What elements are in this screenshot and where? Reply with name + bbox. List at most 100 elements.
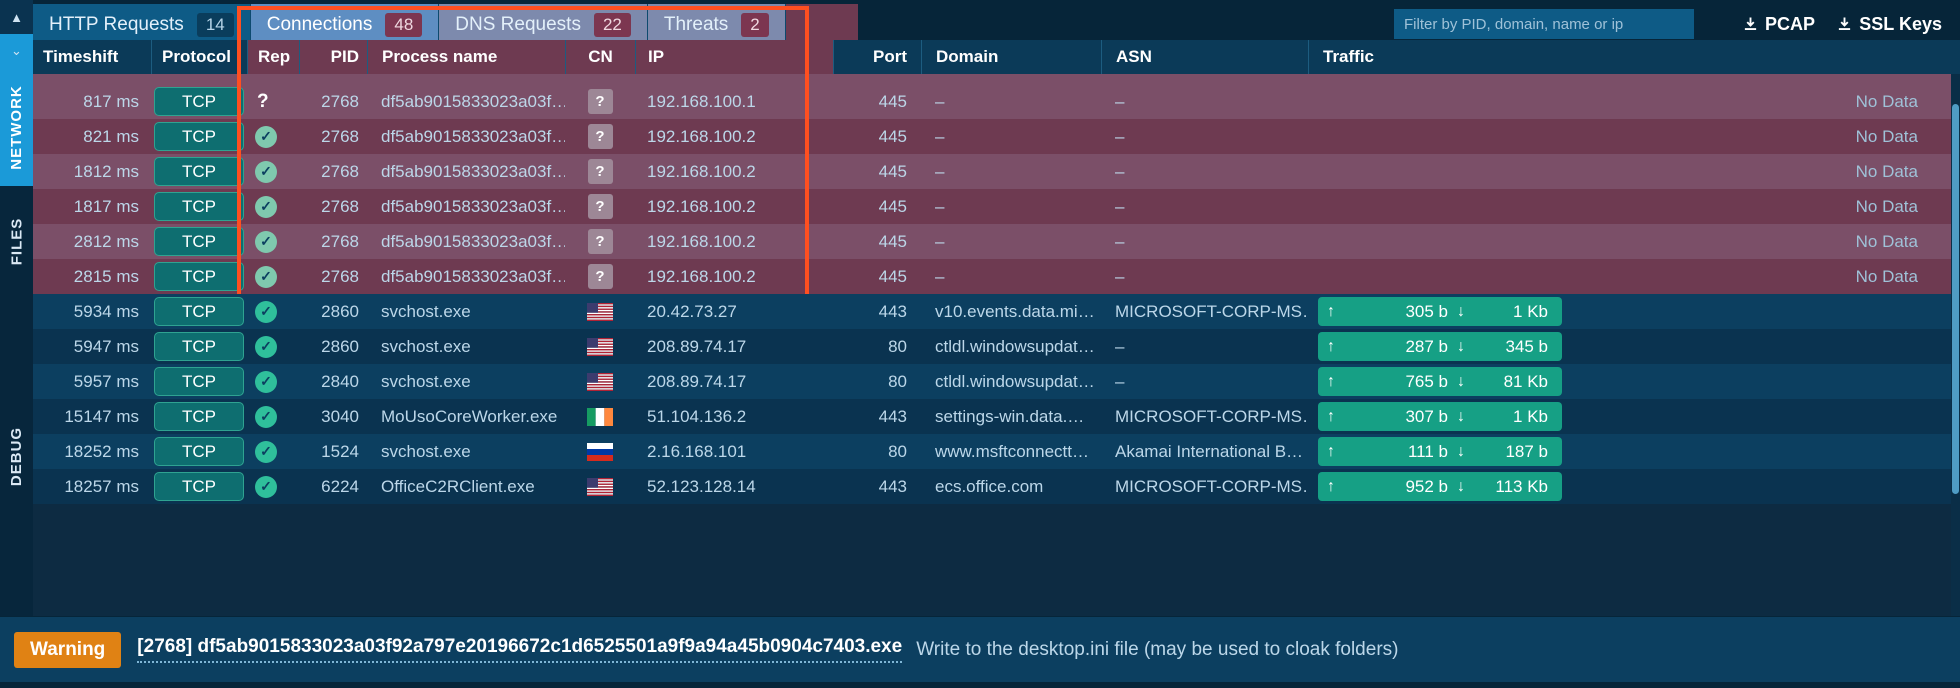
table-row[interactable]: 5934 ms TCP ✓ 2860 svchost.exe 20.42.73.27 443… — [33, 294, 1960, 329]
tab-threats-label: Threats — [663, 14, 729, 35]
cell-country: ? — [565, 189, 635, 224]
column-header-process-name[interactable]: Process name — [367, 40, 565, 74]
traffic-badge: ↑ 765 b ↓ 81 Kb — [1318, 367, 1562, 396]
traffic-upload-value: 765 b — [1405, 371, 1448, 391]
cell-traffic: ↑ 307 b ↓ 1 Kb — [1308, 399, 1948, 434]
sidebar-item-debug[interactable]: DEBUG — [0, 296, 33, 616]
download-pcap-label: PCAP — [1764, 13, 1815, 34]
tab-http-requests[interactable]: HTTP Requests 14 — [33, 4, 251, 46]
cell-ip: 192.168.100.2 — [647, 196, 756, 216]
cell-port: 443 — [878, 476, 907, 496]
cell-port: 80 — [888, 371, 907, 391]
download-arrow-icon: ↓ — [1457, 302, 1465, 320]
cell-reputation: ✓ — [247, 224, 299, 259]
table-row[interactable]: 2815 ms TCP ✓ 2768 df5ab9015833023a03f…? 192.… — [33, 259, 1960, 294]
cell-domain: – — [935, 231, 945, 251]
vertical-scrollbar-thumb[interactable] — [1952, 104, 1959, 494]
cell-protocol: TCP — [151, 294, 247, 329]
reputation-ok-icon: ✓ — [255, 195, 277, 218]
cn-unknown-icon: ? — [587, 229, 613, 254]
table-row[interactable]: 18252 ms TCP ✓ 1524 svchost.exe 2.16.168.101 8… — [33, 434, 1960, 469]
sidebar-item-files-label: FILES — [8, 217, 26, 265]
tab-dns-requests[interactable]: DNS Requests 22 — [439, 4, 648, 46]
cell-protocol: TCP — [151, 84, 247, 119]
sidebar-item-network[interactable]: NETWORK — [0, 68, 33, 186]
upload-arrow-icon: ↑ — [1327, 477, 1335, 495]
table-row[interactable]: 817 ms TCP? 2768 df5ab9015833023a03f…? 192.1… — [33, 84, 1960, 119]
cell-asn: Akamai International B… — [1115, 441, 1304, 461]
column-header-ip[interactable]: IP — [635, 40, 833, 74]
column-header-port[interactable]: Port — [833, 40, 921, 74]
traffic-no-data: No Data — [1855, 196, 1918, 216]
cell-country: ? — [565, 259, 635, 294]
traffic-badge: ↑ 952 b ↓ 113 Kb — [1318, 472, 1562, 501]
cell-ip: 192.168.100.2 — [647, 231, 756, 251]
rail-scroll-up-button[interactable]: ▲ — [0, 0, 33, 34]
tab-threats[interactable]: Threats 2 — [647, 4, 786, 46]
traffic-download-value: 1 Kb — [1513, 406, 1548, 426]
cell-traffic: No Data — [1308, 189, 1948, 224]
cn-unknown-icon: ? — [587, 194, 613, 219]
download-pcap-button[interactable]: PCAP — [1743, 9, 1815, 39]
cell-protocol: TCP — [151, 224, 247, 259]
download-ssl-keys-button[interactable]: SSL Keys — [1837, 9, 1942, 39]
protocol-pill: TCP — [154, 227, 244, 256]
table-row[interactable]: 5957 ms TCP ✓ 2840 svchost.exe 208.89.74.17 80… — [33, 364, 1960, 399]
reputation-ok-icon: ✓ — [255, 230, 277, 253]
download-icon — [1744, 17, 1757, 30]
cell-process-name: svchost.exe — [381, 441, 471, 461]
column-header-asn-label: ASN — [1116, 47, 1152, 66]
table-row[interactable]: 1812 ms TCP ✓ 2768 df5ab9015833023a03f…? 192.… — [33, 154, 1960, 189]
tab-connections[interactable]: Connections 48 — [250, 4, 440, 46]
cell-reputation: ✓ — [247, 259, 299, 294]
download-arrow-icon: ↓ — [1457, 477, 1465, 495]
cell-reputation: ✓ — [247, 329, 299, 364]
column-header-protocol[interactable]: Protocol — [151, 40, 247, 74]
rail-scroll-down-button[interactable]: ⌄ — [0, 34, 33, 68]
cell-process-name: df5ab9015833023a03f… — [381, 161, 565, 181]
traffic-download-value: 1 Kb — [1513, 301, 1548, 321]
sidebar-item-files[interactable]: FILES — [0, 186, 33, 296]
column-header-cn[interactable]: CN — [565, 40, 635, 74]
column-header-asn[interactable]: ASN — [1101, 40, 1308, 74]
traffic-badge: ↑ 111 b ↓ 187 b — [1318, 437, 1562, 466]
column-header-timeshift[interactable]: Timeshift — [33, 40, 151, 74]
cell-domain: – — [935, 161, 945, 181]
traffic-download-value: 113 Kb — [1495, 476, 1548, 496]
reputation-ok-icon: ✓ — [255, 160, 277, 183]
cell-traffic: No Data — [1308, 84, 1948, 119]
table-row[interactable]: 1817 ms TCP ✓ 2768 df5ab9015833023a03f…? 192.… — [33, 189, 1960, 224]
column-header-process-name-label: Process name — [382, 47, 498, 66]
cell-domain: ctldl.windowsupdat… — [935, 336, 1095, 356]
cell-asn: – — [1115, 196, 1125, 216]
cell-traffic: ↑ 952 b ↓ 113 Kb — [1308, 469, 1948, 504]
column-header-pid[interactable]: PID — [299, 40, 367, 74]
column-header-rep[interactable]: Rep — [247, 40, 299, 74]
sidebar-item-network-label: NETWORK — [8, 84, 25, 170]
column-header-traffic[interactable]: Traffic — [1308, 40, 1948, 74]
cell-ip: 20.42.73.27 — [647, 301, 737, 321]
cell-port: 445 — [878, 231, 907, 251]
table-row[interactable]: 18257 ms TCP ✓ 6224 OfficeC2RClient.exe 52.12… — [33, 469, 1960, 504]
cell-domain: settings-win.data.… — [935, 406, 1085, 426]
search-input[interactable] — [1394, 9, 1694, 39]
cell-protocol: TCP — [151, 364, 247, 399]
column-header-domain[interactable]: Domain — [921, 40, 1101, 74]
connections-table[interactable]: 817 ms TCP? 2768 df5ab9015833023a03f…? 192.1… — [33, 74, 1960, 616]
cell-country: ? — [565, 84, 635, 119]
cell-asn: MICROSOFT-CORP-MS… — [1115, 301, 1308, 321]
reputation-unknown-icon: ? — [257, 90, 269, 112]
table-row[interactable]: 2812 ms TCP ✓ 2768 df5ab9015833023a03f…? 192.… — [33, 224, 1960, 259]
table-row[interactable]: 821 ms TCP ✓ 2768 df5ab9015833023a03f…? 192.1… — [33, 119, 1960, 154]
reputation-ok-icon: ✓ — [255, 300, 277, 323]
cell-traffic: ↑ 287 b ↓ 345 b — [1308, 329, 1948, 364]
warning-file-path[interactable]: [2768] df5ab9015833023a03f92a797e2019667… — [137, 636, 903, 663]
cell-domain: – — [935, 266, 945, 286]
table-row[interactable]: 5947 ms TCP ✓ 2860 svchost.exe 208.89.74.17 80… — [33, 329, 1960, 364]
table-row[interactable]: 15147 ms TCP ✓ 3040 MoUsoCoreWorker.exe 51.10… — [33, 399, 1960, 434]
cell-domain: v10.events.data.mi… — [935, 301, 1095, 321]
cell-process-name: df5ab9015833023a03f… — [381, 91, 565, 111]
flag-us-icon — [587, 372, 613, 391]
upload-arrow-icon: ↑ — [1327, 442, 1335, 460]
table-row-partial[interactable] — [33, 74, 1960, 84]
